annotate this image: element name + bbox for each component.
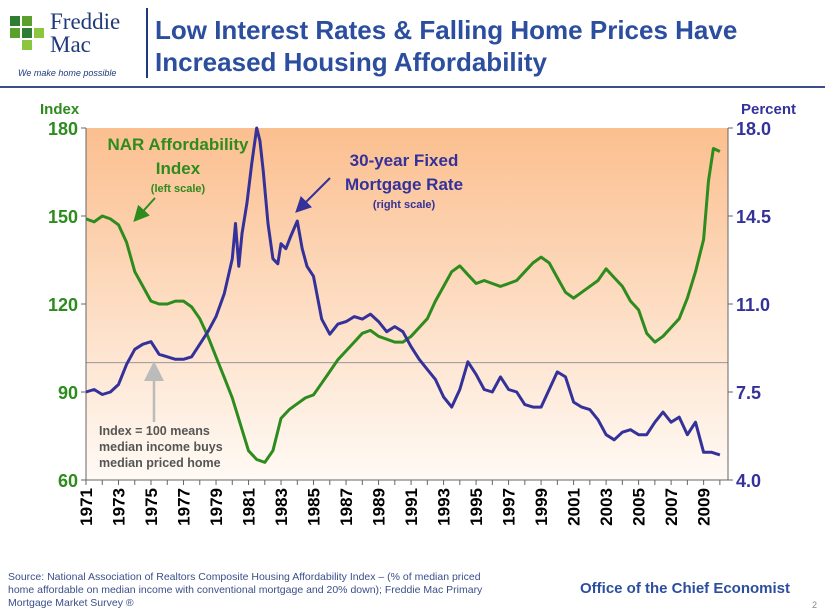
x-tick-label: 1971 bbox=[77, 488, 96, 526]
logo-line-1: Freddie bbox=[50, 9, 121, 34]
left-tick-label: 60 bbox=[58, 471, 78, 491]
reference-annotation-line-3: median priced home bbox=[99, 456, 221, 470]
x-tick-label: 1975 bbox=[142, 488, 161, 526]
x-tick-label: 1991 bbox=[402, 488, 421, 526]
source-note: Source: National Association of Realtors… bbox=[8, 571, 548, 610]
right-tick-label: 4.0 bbox=[736, 471, 761, 491]
x-tick-label: 1987 bbox=[337, 488, 356, 526]
x-tick-label: 1979 bbox=[207, 488, 226, 526]
right-tick-label: 18.0 bbox=[736, 119, 771, 139]
right-tick-label: 11.0 bbox=[736, 295, 770, 315]
right-tick-label: 7.5 bbox=[736, 383, 761, 403]
source-line-2: home affordable on median income with co… bbox=[8, 584, 483, 596]
logo-line-2: Mac bbox=[50, 32, 91, 57]
x-tick-label: 2009 bbox=[695, 488, 714, 526]
x-tick-label: 1973 bbox=[110, 488, 129, 526]
title-line-2: Increased Housing Affordability bbox=[155, 47, 547, 77]
page-number: 2 bbox=[812, 600, 818, 610]
house-grid-logo-icon bbox=[10, 16, 44, 50]
x-tick-label: 1997 bbox=[500, 488, 519, 526]
plot-area-background bbox=[86, 128, 728, 480]
x-tick-label: 1983 bbox=[272, 488, 291, 526]
right-tick-label: 14.5 bbox=[736, 207, 771, 227]
left-tick-label: 150 bbox=[48, 207, 78, 227]
x-tick-label: 1993 bbox=[435, 488, 454, 526]
logo-tagline: We make home possible bbox=[18, 68, 117, 78]
x-tick-label: 2003 bbox=[597, 488, 616, 526]
source-line-1: Source: National Association of Realtors… bbox=[8, 571, 481, 583]
series-line-mortgage-rate bbox=[85, 126, 721, 457]
header-divider bbox=[146, 8, 148, 78]
mortgage-annotation-scale: (right scale) bbox=[373, 199, 436, 211]
affordability-chart: Index Percent 60 90 120 150 180 4.0 7.5 11.0 14.5 1… bbox=[40, 101, 796, 526]
source-line-3: Mortgage Market Survey ® bbox=[8, 597, 134, 609]
mortgage-annotation-line-2: Mortgage Rate bbox=[345, 175, 463, 194]
header-rule bbox=[0, 86, 825, 88]
left-tick-label: 90 bbox=[58, 383, 78, 403]
left-axis-title: Index bbox=[40, 101, 80, 118]
x-tick-label: 2007 bbox=[662, 488, 681, 526]
x-tick-label: 1989 bbox=[370, 488, 389, 526]
left-tick-label: 120 bbox=[48, 295, 78, 315]
right-axis-title: Percent bbox=[741, 101, 796, 118]
nar-annotation-line-1: NAR Affordability bbox=[107, 135, 249, 154]
left-tick-label: 180 bbox=[48, 119, 78, 139]
x-tick-label: 1985 bbox=[305, 488, 324, 526]
mortgage-annotation-line-1: 30-year Fixed bbox=[350, 151, 459, 170]
mortgage-annotation-arrow bbox=[295, 177, 331, 213]
x-tick-label: 1995 bbox=[467, 488, 486, 526]
page-title: Low Interest Rates & Falling Home Prices… bbox=[155, 14, 737, 78]
x-tick-label: 2001 bbox=[565, 488, 584, 526]
x-tick-label: 1977 bbox=[175, 488, 194, 526]
freddie-mac-logo: Freddie Mac We make home possible bbox=[4, 8, 144, 78]
reference-annotation-line-1: Index = 100 means bbox=[99, 424, 210, 438]
x-tick-label: 1981 bbox=[240, 488, 259, 526]
office-label: Office of the Chief Economist bbox=[580, 580, 791, 597]
title-line-1: Low Interest Rates & Falling Home Prices… bbox=[155, 15, 738, 45]
nar-annotation-line-2: Index bbox=[156, 159, 201, 178]
logo-brand-name: Freddie Mac bbox=[50, 10, 120, 56]
x-tick-label: 1999 bbox=[532, 488, 551, 526]
nar-annotation-arrow bbox=[133, 197, 156, 222]
reference-annotation-line-2: median income buys bbox=[99, 440, 223, 454]
nar-annotation-scale: (left scale) bbox=[151, 183, 206, 195]
x-tick-label: 2005 bbox=[630, 488, 649, 526]
